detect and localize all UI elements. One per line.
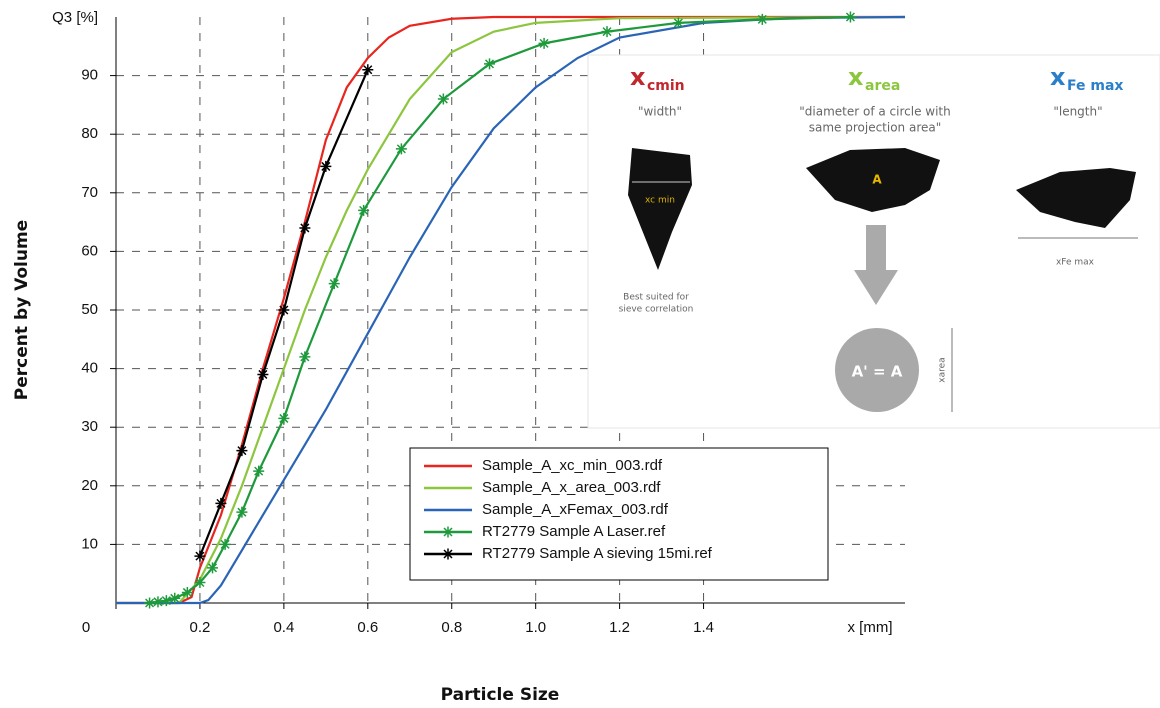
caption: "length" <box>1053 105 1102 119</box>
marker <box>538 37 550 49</box>
note: sieve correlation <box>619 305 694 315</box>
dim-label: xFe max <box>1056 258 1095 268</box>
y-tick-label: 40 <box>81 360 98 377</box>
y-tick-label: 30 <box>81 418 98 435</box>
x-unit-label: x [mm] <box>848 619 893 636</box>
symbol-sub: cmin <box>647 78 685 94</box>
legend-label: Sample_A_xc_min_003.rdf <box>482 457 663 474</box>
marker <box>144 597 156 609</box>
circle-label: A' = A <box>852 363 903 381</box>
marker <box>320 160 332 172</box>
marker <box>672 17 684 29</box>
note: Best suited for <box>623 293 689 303</box>
circle <box>835 328 919 412</box>
line <box>198 69 369 557</box>
marker <box>278 412 290 424</box>
marker <box>169 592 181 604</box>
marker <box>395 143 407 155</box>
legend-box <box>409 447 829 581</box>
marker <box>152 596 164 608</box>
x-title: Particle Size <box>441 685 560 705</box>
legend-marker <box>442 526 454 538</box>
legend-marker <box>442 548 454 560</box>
marker <box>215 497 227 509</box>
y-tick-label: 70 <box>81 184 98 201</box>
line <box>116 15 906 605</box>
y-tick-label: 50 <box>81 301 98 318</box>
marker <box>236 506 248 518</box>
legend-label: Sample_A_x_area_003.rdf <box>482 479 661 496</box>
marker <box>181 586 193 598</box>
marker <box>601 26 613 38</box>
marker <box>207 562 219 574</box>
y-title: Percent by Volume <box>12 220 32 400</box>
inset-diagram: x cmin "width" xc min Best suited for si… <box>587 54 1160 429</box>
symbol: x <box>848 63 864 91</box>
marker <box>328 278 340 290</box>
particle <box>628 148 692 270</box>
legend-label: Sample_A_xFemax_003.rdf <box>482 501 669 518</box>
x-tick-label: 0.6 <box>357 619 378 636</box>
y-tick-label: 90 <box>81 67 98 84</box>
x-tick-label: 1.4 <box>693 619 714 636</box>
dim-label: xarea <box>938 357 948 382</box>
caption: same projection area" <box>809 121 942 135</box>
caption: "diameter of a circle with <box>799 105 950 119</box>
marker <box>358 204 370 216</box>
marker <box>299 222 311 234</box>
marker <box>253 465 265 477</box>
symbol: x <box>630 63 646 91</box>
dim-label: xc min <box>645 196 675 206</box>
marker <box>299 351 311 363</box>
x-tick-label: 0 <box>82 619 90 636</box>
marker <box>278 304 290 316</box>
marker <box>437 93 449 105</box>
y-unit-label: Q3 [%] <box>52 9 98 26</box>
marker <box>844 11 856 23</box>
x-tick-label: 1.2 <box>609 619 630 636</box>
marker <box>194 550 206 562</box>
line <box>116 15 906 605</box>
legend-label: RT2779 Sample A sieving 15mi.ref <box>482 545 713 562</box>
marker <box>257 368 269 380</box>
y-tick-label: 10 <box>81 535 98 552</box>
line <box>116 15 905 605</box>
caption: "width" <box>638 105 682 119</box>
x-tick-label: 1.0 <box>525 619 546 636</box>
line <box>149 15 851 605</box>
y-tick-label: 20 <box>81 477 98 494</box>
particle <box>806 148 940 212</box>
x-tick-label: 0.8 <box>441 619 462 636</box>
marker <box>160 595 172 607</box>
symbol-sub: area <box>865 78 900 94</box>
shape-label: A <box>872 173 882 187</box>
marker <box>484 58 496 70</box>
marker <box>194 576 206 588</box>
marker <box>236 445 248 457</box>
legend: Sample_A_xc_min_003.rdf Sample_A_x_area_0… <box>409 447 829 581</box>
particle <box>1016 168 1136 228</box>
marker <box>756 13 768 25</box>
arrow <box>854 225 898 305</box>
symbol-sub: Fe max <box>1067 78 1123 94</box>
y-tick-label: 80 <box>81 125 98 142</box>
marker <box>362 64 374 76</box>
x-tick-label: 0.2 <box>190 619 211 636</box>
x-tick-label: 0.4 <box>273 619 294 636</box>
marker <box>219 538 231 550</box>
y-tick-label: 60 <box>81 242 98 259</box>
symbol: x <box>1050 63 1066 91</box>
legend-label: RT2779 Sample A Laser.ref <box>482 523 666 540</box>
